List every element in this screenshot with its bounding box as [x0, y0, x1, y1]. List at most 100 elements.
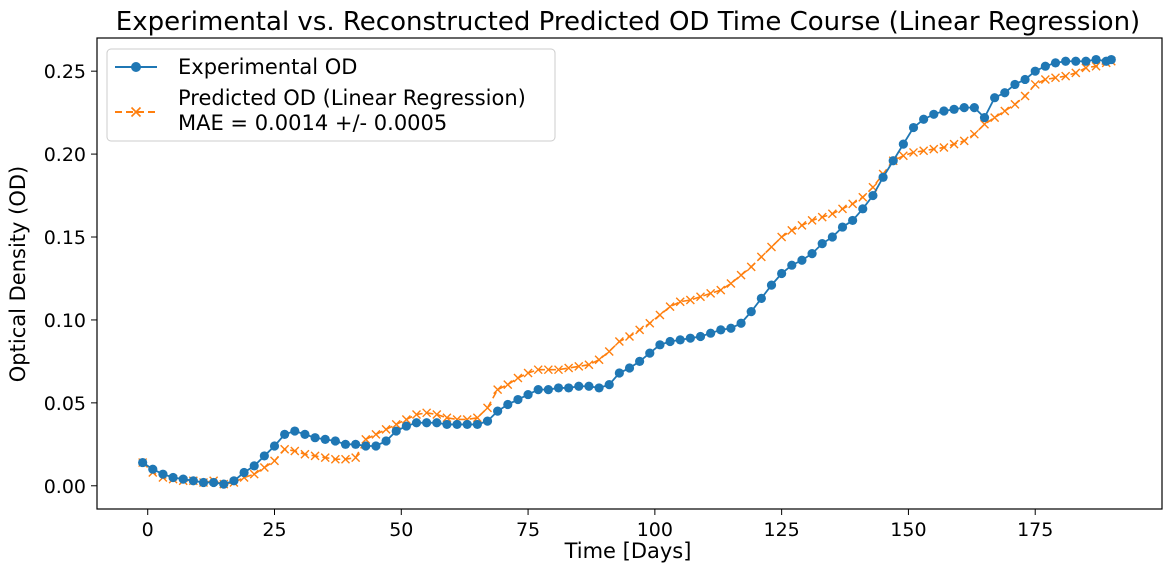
experimental-od-point	[827, 232, 837, 242]
predicted-od-point	[848, 199, 858, 209]
experimental-od-point	[249, 461, 259, 471]
predicted-od-point	[726, 278, 736, 288]
experimental-od-point	[168, 472, 178, 483]
experimental-od-point	[645, 348, 655, 358]
experimental-od-point	[787, 260, 797, 270]
experimental-od-point	[858, 204, 868, 214]
predicted-od-point	[1071, 68, 1081, 78]
x-tick-label: 25	[262, 519, 286, 541]
experimental-od-point	[422, 418, 432, 428]
predicted-od-point	[787, 225, 797, 235]
experimental-od-point	[401, 421, 411, 431]
predicted-od-point	[1010, 99, 1020, 109]
experimental-od-point	[726, 323, 736, 333]
experimental-od-point	[898, 139, 908, 149]
y-tick-label: 0.20	[44, 144, 86, 166]
predicted-od-point	[1081, 63, 1091, 73]
experimental-od-point	[1081, 56, 1091, 66]
experimental-od-point	[614, 368, 624, 378]
predicted-od-point	[361, 434, 371, 444]
experimental-od-point	[1000, 88, 1010, 98]
experimental-od-point	[219, 479, 229, 489]
x-tick-label: 150	[890, 519, 926, 541]
x-tick-label: 0	[142, 519, 154, 541]
y-axis-label: Optical Density (OD)	[6, 166, 30, 382]
predicted-od-point	[300, 449, 310, 459]
predicted-od-point	[969, 129, 979, 139]
experimental-od-point	[624, 363, 635, 373]
experimental-od-point	[1061, 56, 1071, 66]
experimental-od-point	[310, 433, 320, 443]
experimental-od-point	[482, 416, 493, 426]
predicted-od-point	[554, 365, 563, 375]
experimental-od-point	[472, 419, 482, 430]
experimental-od-point	[371, 441, 381, 451]
predicted-od-point	[777, 232, 787, 242]
predicted-od-point	[696, 292, 705, 302]
predicted-od-point	[1030, 79, 1040, 89]
experimental-od-point	[1030, 66, 1040, 76]
x-tick-label: 50	[389, 519, 413, 541]
experimental-od-point	[888, 156, 898, 166]
experimental-od-point	[908, 122, 919, 133]
predicted-od-point	[959, 136, 969, 146]
y-tick-label: 0.10	[44, 310, 86, 332]
legend-predicted-label: Predicted OD (Linear Regression)	[178, 86, 526, 110]
predicted-od-point	[706, 288, 716, 298]
predicted-od-point	[909, 147, 918, 157]
predicted-od-point	[838, 204, 847, 214]
predicted-od-point	[503, 380, 513, 390]
predicted-od-point	[1020, 91, 1030, 101]
x-axis: 0 25 50 75 100 125 150 175	[142, 509, 1053, 541]
predicted-od-point	[625, 332, 634, 342]
predicted-od-point	[756, 252, 766, 262]
experimental-od-point	[1071, 56, 1081, 66]
predicted-od-point	[1091, 61, 1101, 71]
predicted-od-point	[665, 302, 675, 312]
experimental-od-point	[1020, 74, 1030, 85]
experimental-od-point	[695, 331, 706, 342]
experimental-od-point	[198, 477, 209, 488]
predicted-od-point	[381, 424, 391, 434]
x-tick-label: 75	[516, 519, 540, 541]
predicted-od-point	[401, 414, 411, 424]
predicted-od-point	[614, 337, 624, 346]
experimental-od-point	[756, 293, 766, 303]
experimental-od-point	[665, 336, 675, 347]
series-experimental-od	[138, 54, 1116, 489]
experimental-od-point	[736, 318, 746, 328]
y-tick-label: 0.00	[44, 476, 86, 498]
predicted-od-point	[543, 365, 553, 375]
predicted-od-point	[310, 451, 320, 461]
experimental-od-point	[442, 419, 452, 430]
experimental-od-point	[269, 441, 280, 451]
experimental-od-point	[452, 419, 462, 430]
predicted-od-point	[655, 310, 665, 320]
predicted-od-point	[990, 113, 1000, 123]
predicted-od-point	[929, 144, 939, 154]
predicted-od-point	[716, 285, 726, 295]
predicted-od-point	[767, 242, 776, 252]
legend-box	[106, 48, 556, 142]
x-tick-label: 125	[764, 519, 800, 541]
y-tick-label: 0.25	[44, 61, 86, 83]
experimental-od-point	[574, 381, 584, 391]
predicted-od-point	[685, 295, 695, 305]
predicted-od-point	[746, 262, 756, 272]
predicted-od-point	[483, 403, 492, 413]
predicted-od-point	[422, 408, 432, 418]
predicted-od-point	[320, 453, 330, 463]
predicted-od-point	[1040, 74, 1050, 84]
experimental-od-point	[604, 380, 614, 390]
predicted-od-point	[797, 220, 807, 230]
axes-frame	[96, 37, 1163, 510]
experimental-od-point	[1040, 61, 1050, 71]
predicted-od-point	[919, 146, 929, 156]
experimental-od-point	[584, 381, 594, 391]
experimental-od-point	[766, 280, 777, 290]
experimental-od-point	[807, 248, 817, 259]
predicted-od-point	[341, 454, 350, 464]
experimental-od-point	[229, 476, 239, 486]
experimental-od-point	[178, 474, 188, 484]
